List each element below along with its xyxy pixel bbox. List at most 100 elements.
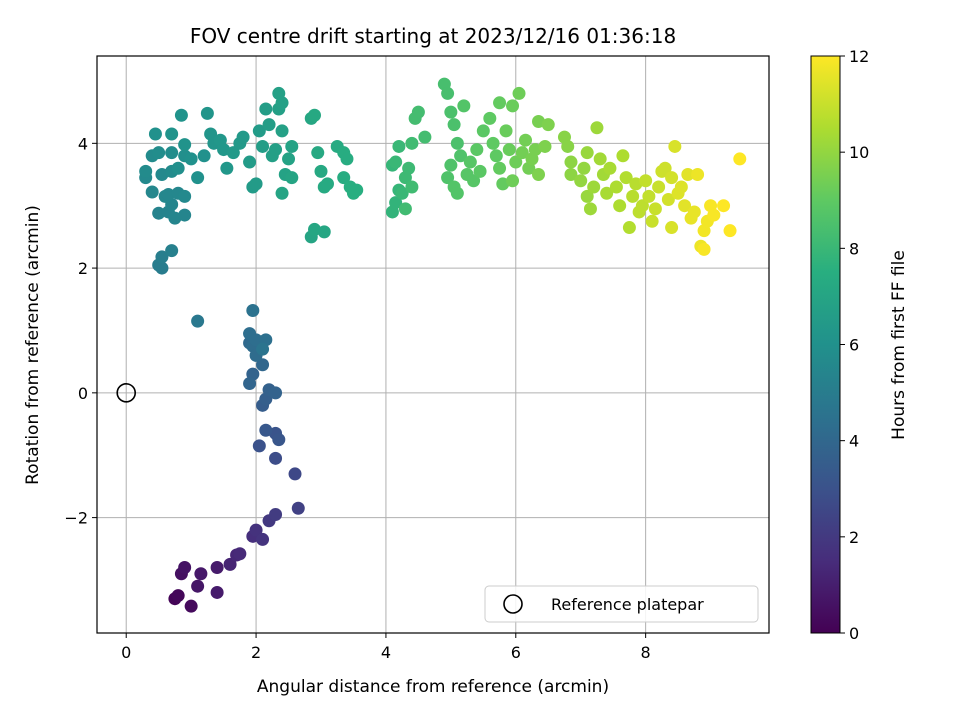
data-point bbox=[243, 376, 257, 390]
reference-platepar-marker bbox=[116, 383, 137, 403]
data-point bbox=[733, 152, 747, 166]
data-point bbox=[256, 342, 270, 356]
plot-frame bbox=[96, 55, 770, 634]
colorbar-tick-label: 10 bbox=[849, 143, 869, 162]
colorbar-label: Hours from first FF file bbox=[889, 250, 909, 440]
colorbar-tick-label: 2 bbox=[849, 528, 859, 547]
y-tick-label: −2 bbox=[64, 509, 88, 528]
data-point bbox=[262, 118, 276, 132]
legend-label: Reference platepar bbox=[551, 595, 704, 614]
data-point bbox=[398, 202, 412, 216]
data-point bbox=[519, 133, 533, 147]
x-tick-label: 0 bbox=[121, 643, 131, 662]
data-point bbox=[171, 161, 185, 175]
data-point bbox=[499, 124, 513, 138]
y-axis: −2 0 2 4 bbox=[64, 134, 97, 528]
data-point bbox=[165, 127, 179, 141]
data-point bbox=[405, 136, 419, 150]
data-point bbox=[210, 561, 224, 575]
x-axis: 0 2 4 6 8 bbox=[121, 633, 651, 662]
data-point bbox=[470, 143, 484, 157]
data-point bbox=[178, 189, 192, 203]
data-point bbox=[616, 149, 630, 163]
data-point bbox=[674, 180, 688, 194]
data-point bbox=[681, 168, 695, 182]
data-point bbox=[489, 149, 503, 163]
data-point bbox=[197, 149, 211, 163]
data-point bbox=[337, 171, 351, 185]
data-point bbox=[619, 171, 633, 185]
data-point bbox=[272, 86, 286, 100]
data-point bbox=[405, 180, 419, 194]
data-point bbox=[486, 136, 500, 150]
data-point bbox=[564, 155, 578, 169]
data-point bbox=[311, 146, 325, 160]
colorbar-tick-label: 12 bbox=[849, 47, 869, 66]
data-point bbox=[635, 199, 649, 213]
data-point bbox=[473, 164, 487, 178]
data-point bbox=[395, 186, 409, 200]
data-point bbox=[236, 130, 250, 144]
data-point bbox=[603, 161, 617, 175]
colorbar: 0 2 4 6 8 10 12 Hours from first FF file bbox=[810, 47, 909, 643]
data-point bbox=[275, 124, 289, 138]
data-point bbox=[450, 186, 464, 200]
data-point bbox=[691, 168, 705, 182]
data-point bbox=[389, 155, 403, 169]
data-point bbox=[233, 547, 247, 561]
legend-box bbox=[484, 585, 759, 623]
colorbar-gradient bbox=[810, 55, 841, 634]
data-point bbox=[308, 108, 322, 122]
data-point bbox=[658, 161, 672, 175]
data-point bbox=[642, 189, 656, 203]
data-point bbox=[441, 86, 455, 100]
data-point bbox=[652, 180, 666, 194]
data-point bbox=[506, 174, 520, 188]
data-point bbox=[678, 199, 692, 213]
data-point bbox=[665, 221, 679, 235]
data-point bbox=[454, 149, 468, 163]
data-point bbox=[613, 199, 627, 213]
data-point bbox=[249, 523, 263, 537]
colorbar-tick-label: 8 bbox=[849, 239, 859, 258]
data-point bbox=[707, 208, 721, 222]
colorbar-tick-label: 0 bbox=[849, 624, 859, 643]
data-point bbox=[139, 164, 153, 178]
data-point bbox=[583, 202, 597, 216]
data-point bbox=[171, 589, 185, 603]
data-point bbox=[564, 168, 578, 182]
data-point bbox=[184, 599, 198, 613]
data-point bbox=[252, 439, 266, 453]
data-point bbox=[350, 183, 364, 197]
data-points bbox=[139, 77, 747, 613]
data-point bbox=[259, 423, 273, 437]
legend: Reference platepar bbox=[484, 585, 759, 623]
data-point bbox=[191, 579, 205, 593]
chart-title: FOV centre drift starting at 2023/12/16 … bbox=[190, 24, 676, 48]
data-point bbox=[191, 314, 205, 328]
data-point bbox=[340, 152, 354, 166]
data-point bbox=[457, 99, 471, 113]
data-point bbox=[249, 333, 263, 347]
data-point bbox=[291, 501, 305, 515]
data-point bbox=[256, 358, 270, 372]
data-point bbox=[155, 250, 169, 264]
data-point bbox=[246, 304, 260, 318]
data-point bbox=[285, 139, 299, 153]
data-point bbox=[418, 130, 432, 144]
data-point bbox=[269, 386, 283, 400]
data-point bbox=[184, 152, 198, 166]
data-point bbox=[622, 221, 636, 235]
y-tick-label: 0 bbox=[78, 384, 88, 403]
y-tick-label: 2 bbox=[78, 259, 88, 278]
data-point bbox=[288, 467, 302, 481]
data-point bbox=[476, 124, 490, 138]
data-point bbox=[538, 139, 552, 153]
x-tick-label: 4 bbox=[381, 643, 391, 662]
data-point bbox=[577, 161, 591, 175]
x-tick-label: 2 bbox=[251, 643, 261, 662]
data-point bbox=[467, 174, 481, 188]
data-point bbox=[152, 146, 166, 160]
data-point bbox=[561, 139, 575, 153]
